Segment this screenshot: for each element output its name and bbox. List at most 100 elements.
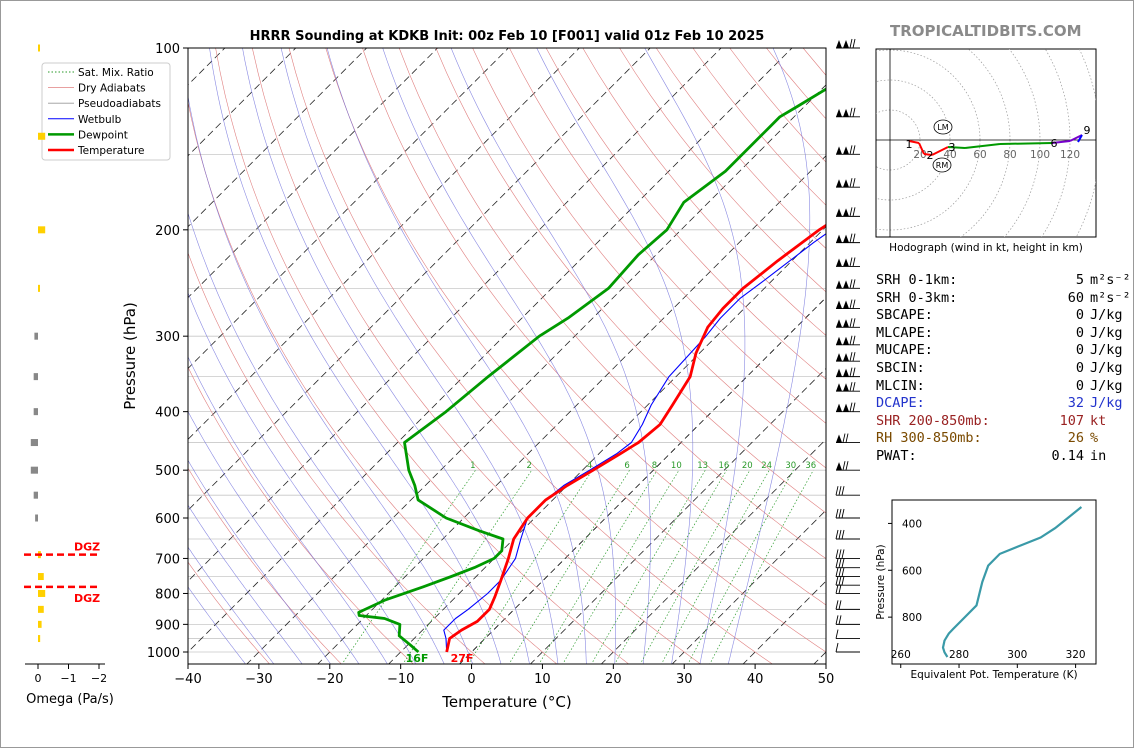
x-tick-label: 40 bbox=[747, 672, 764, 687]
wind-barb-flag bbox=[843, 258, 849, 267]
y-tick-label: 200 bbox=[155, 224, 180, 239]
pseudoadiabat bbox=[242, 48, 530, 664]
x-tick-label: 50 bbox=[818, 672, 835, 687]
wind-barb-flag bbox=[836, 383, 842, 392]
hodograph-trace bbox=[923, 153, 933, 156]
hodograph-ring-label: 120 bbox=[1060, 149, 1080, 161]
wind-barb-flag bbox=[843, 300, 849, 309]
omega-bar bbox=[38, 226, 46, 234]
omega-bar bbox=[33, 491, 38, 499]
surface-dewpoint-label: 16F bbox=[406, 652, 429, 665]
index-value: 0 bbox=[1075, 359, 1084, 376]
legend: Sat. Mix. Ratio Dry Adiabats Pseudoadiabat… bbox=[41, 62, 171, 161]
dry-adiabat bbox=[188, 100, 558, 664]
wind-barb-feather bbox=[838, 584, 842, 594]
wind-barb-feather bbox=[849, 279, 853, 289]
dewpoint-trace bbox=[357, 87, 826, 654]
wind-barb-feather bbox=[849, 382, 853, 392]
hodograph-trace bbox=[1051, 140, 1071, 144]
pseudoadiabat bbox=[450, 48, 651, 664]
y-tick-label: 1000 bbox=[147, 646, 180, 661]
wind-barb-flag bbox=[836, 368, 842, 377]
theta-e-x-tick-label: 300 bbox=[1007, 649, 1027, 661]
y-tick-label: 500 bbox=[155, 464, 180, 479]
wind-barb-flag bbox=[843, 208, 849, 217]
wind-barb-feather bbox=[838, 567, 842, 577]
omega-bar bbox=[33, 373, 38, 381]
wind-barb-feather bbox=[841, 486, 845, 496]
mixing-ratio-label: 2 bbox=[526, 461, 531, 471]
hodograph-trace bbox=[1069, 134, 1083, 142]
isotherm-line bbox=[188, 48, 509, 370]
pseudoadiabat bbox=[382, 48, 616, 664]
hodograph-height-label: 2 bbox=[927, 149, 934, 162]
dry-adiabat bbox=[398, 48, 826, 559]
mixing-ratio-label: 20 bbox=[742, 461, 753, 471]
index-row: MLCIN: 0 J/kg bbox=[876, 378, 1131, 396]
x-tick-label: −40 bbox=[174, 672, 201, 687]
index-label: SBCIN: bbox=[876, 359, 925, 376]
wind-barb-feather bbox=[835, 486, 839, 496]
dry-adiabat bbox=[325, 48, 826, 653]
wind-barb-feather bbox=[849, 207, 853, 217]
legend-entry: Sat. Mix. Ratio bbox=[78, 67, 154, 79]
pseudoadiabat bbox=[188, 94, 473, 664]
y-tick-label: 300 bbox=[155, 330, 180, 345]
temperature-trace bbox=[445, 223, 826, 653]
dry-adiabat bbox=[288, 48, 773, 664]
index-label: MUCAPE: bbox=[876, 342, 933, 359]
mixing-ratio-line bbox=[562, 470, 680, 664]
wind-barb-flag bbox=[843, 280, 849, 289]
wind-barb-feather bbox=[838, 600, 842, 610]
wind-barb-feather bbox=[852, 367, 856, 377]
wind-barb-flag bbox=[836, 336, 842, 345]
index-unit: J/kg bbox=[1090, 395, 1123, 412]
y-tick-label: 400 bbox=[155, 406, 180, 421]
pseudoadiabat bbox=[188, 546, 275, 664]
index-value: 60 bbox=[1067, 289, 1084, 306]
wind-barb-flag bbox=[843, 368, 849, 377]
wind-barb-flag bbox=[836, 108, 842, 117]
wind-barb-feather bbox=[841, 529, 845, 540]
wind-barb-feather bbox=[849, 38, 853, 49]
wind-barb-feather bbox=[849, 107, 853, 117]
wind-barb-feather bbox=[835, 584, 839, 594]
hodograph-trace bbox=[1077, 134, 1083, 143]
wind-barb-feather bbox=[852, 279, 856, 289]
omega-bar bbox=[30, 466, 38, 474]
hodograph-trace bbox=[964, 143, 1001, 149]
wind-barb-feather bbox=[835, 508, 839, 519]
wind-barb-feather bbox=[852, 335, 856, 345]
mixing-ratio-label: 10 bbox=[671, 461, 682, 471]
mixing-ratio-line bbox=[709, 470, 814, 664]
x-axis-label: Temperature (°C) bbox=[441, 693, 571, 711]
omega-profile: 0 −1 −2 Omega (Pa/s) DGZ DGZ bbox=[24, 44, 114, 707]
wind-barb-feather bbox=[849, 178, 853, 188]
wind-barb-feather bbox=[835, 549, 839, 559]
index-label: MLCAPE: bbox=[876, 324, 933, 341]
index-row: RH 300-850mb: 26% bbox=[876, 430, 1131, 448]
surface-temperature-label: 27F bbox=[451, 652, 474, 665]
wind-barb-flag bbox=[836, 353, 842, 362]
x-tick-label: 10 bbox=[534, 672, 551, 687]
index-unit: J/kg bbox=[1090, 359, 1123, 376]
pseudoadiabat bbox=[644, 48, 746, 664]
wind-barb-feather bbox=[852, 402, 856, 412]
index-row: MLCAPE: 0 J/kg bbox=[876, 325, 1131, 343]
index-unit: kt bbox=[1090, 412, 1107, 429]
index-value: 0 bbox=[1075, 307, 1084, 324]
legend-entry: Temperature bbox=[77, 145, 145, 157]
wind-barb-flag bbox=[843, 40, 849, 48]
legend-entry: Dry Adiabats bbox=[78, 83, 146, 95]
wind-barb-feather bbox=[852, 145, 856, 155]
dgz-label: DGZ bbox=[74, 592, 100, 605]
x-tick-label: −20 bbox=[316, 672, 343, 687]
omega-tick-label: −1 bbox=[60, 672, 76, 685]
omega-axis-label: Omega (Pa/s) bbox=[26, 692, 114, 707]
site-brand: TROPICALTIDBITS.COM bbox=[890, 22, 1082, 40]
wind-barb-feather bbox=[838, 576, 842, 586]
mixing-ratio-line bbox=[687, 470, 794, 664]
mixing-ratio-label: 13 bbox=[697, 461, 708, 471]
theta-e-x-tick-label: 280 bbox=[949, 649, 969, 661]
wind-barb-feather bbox=[849, 367, 853, 377]
